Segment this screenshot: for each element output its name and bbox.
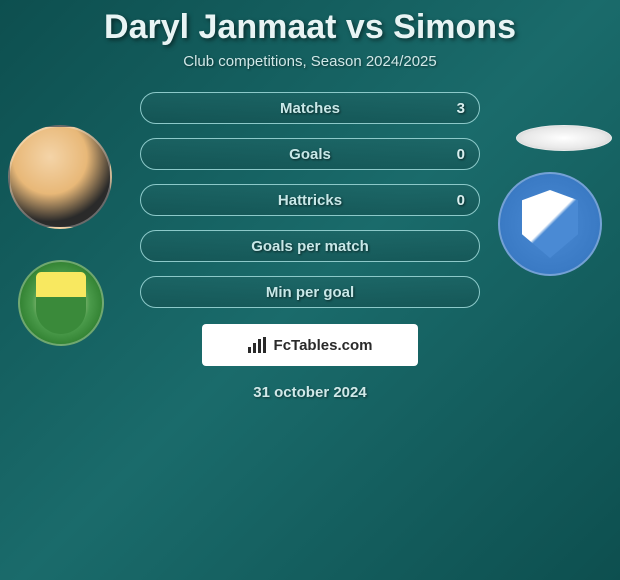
stat-row-gpm: Goals per match: [140, 230, 480, 262]
player-left-avatar: [8, 125, 112, 229]
stat-value: 3: [457, 100, 465, 117]
stat-label: Min per goal: [266, 284, 354, 301]
page-title: Daryl Janmaat vs Simons: [104, 8, 516, 47]
stat-label: Matches: [280, 100, 340, 117]
club-right-shield-icon: [522, 190, 578, 258]
club-left-badge: [18, 260, 104, 346]
stat-label: Goals per match: [251, 238, 369, 255]
stat-label: Hattricks: [278, 192, 342, 209]
stat-row-goals: Goals 0: [140, 138, 480, 170]
stat-value: 0: [457, 146, 465, 163]
date-label: 31 october 2024: [253, 384, 366, 401]
stat-label: Goals: [289, 146, 331, 163]
attribution-text: FcTables.com: [274, 337, 373, 354]
stat-row-matches: Matches 3: [140, 92, 480, 124]
player-right-avatar: [516, 125, 612, 151]
stat-row-mpg: Min per goal: [140, 276, 480, 308]
stat-row-hattricks: Hattricks 0: [140, 184, 480, 216]
bar-chart-icon: [248, 337, 268, 353]
stats-column: Matches 3 Goals 0 Hattricks 0 Goals per …: [140, 92, 480, 308]
club-left-shield-icon: [36, 272, 86, 334]
club-right-badge: [498, 172, 602, 276]
stat-value: 0: [457, 192, 465, 209]
attribution-badge: FcTables.com: [202, 324, 418, 366]
subtitle: Club competitions, Season 2024/2025: [183, 53, 437, 70]
